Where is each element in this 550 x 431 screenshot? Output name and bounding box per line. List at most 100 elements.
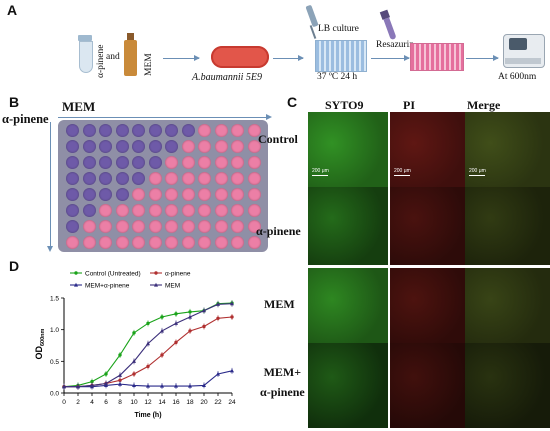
- plate-well: [214, 220, 228, 233]
- plate-well: [165, 124, 178, 137]
- plate-mem-label: MEM: [62, 99, 96, 114]
- series-3: [62, 300, 234, 390]
- x-tick-label: 16: [172, 399, 180, 406]
- data-point: [90, 379, 94, 384]
- plate-well: [148, 204, 162, 217]
- and-label: and: [106, 52, 120, 62]
- data-point: [202, 383, 206, 387]
- plate-well: [165, 140, 178, 153]
- well-plate: [58, 120, 268, 252]
- micrograph-tile: [465, 187, 550, 265]
- plate-well: [148, 140, 162, 153]
- micrograph-tile: [308, 187, 388, 265]
- data-point: [174, 321, 178, 325]
- x-tick-label: 14: [158, 399, 166, 406]
- data-point: [90, 383, 94, 387]
- scale-bar: [312, 175, 328, 176]
- plate-well: [181, 124, 195, 137]
- data-point: [146, 364, 150, 369]
- plate-well: [148, 220, 162, 233]
- x-tick-label: 2: [76, 399, 80, 406]
- plate-well: [214, 236, 228, 249]
- plate-well: [99, 204, 112, 217]
- data-point: [160, 353, 164, 357]
- mic-col-label-0: SYTO9: [325, 98, 364, 112]
- data-point: [132, 372, 136, 376]
- micrograph-tile: [308, 343, 388, 428]
- plate-well: [66, 204, 79, 217]
- x-tick-label: 18: [186, 399, 194, 406]
- x-tick-label: 24: [228, 399, 236, 406]
- plate-well: [198, 156, 211, 169]
- data-point: [118, 378, 122, 383]
- data-point: [230, 368, 234, 373]
- data-point: [188, 314, 192, 319]
- plate-well: [132, 172, 145, 185]
- data-point: [216, 316, 220, 320]
- plate-well: [165, 172, 178, 185]
- micrograph-tile: [390, 268, 470, 346]
- scale-bar-label: 200 μm: [394, 168, 411, 174]
- data-point: [174, 383, 178, 388]
- plate-well: [66, 156, 79, 169]
- plate-well: [66, 140, 79, 153]
- plate-well: [132, 220, 145, 233]
- y-tick-label: 1.0: [50, 327, 59, 334]
- legend-marker: [74, 282, 78, 287]
- data-point: [216, 302, 220, 306]
- data-point: [160, 328, 164, 333]
- legend-marker: [154, 282, 158, 287]
- data-point: [202, 308, 206, 313]
- plate-well: [247, 188, 261, 201]
- data-point: [146, 321, 150, 326]
- data-point: [118, 373, 122, 377]
- plate-well: [99, 172, 112, 185]
- culture-plate-icon: [315, 40, 367, 72]
- scale-bar: [469, 175, 485, 176]
- plate-well: [214, 204, 228, 217]
- mem-label: MEM: [144, 53, 154, 76]
- micrograph-tile: [390, 112, 470, 190]
- plate-well: [99, 236, 112, 249]
- plate-well: [115, 204, 129, 217]
- panel-letter-a: A: [7, 2, 18, 18]
- x-tick-label: 12: [144, 399, 152, 406]
- plate-well: [181, 140, 195, 153]
- plate-well: [82, 188, 96, 201]
- alpha-pinene-label: α-pinene: [96, 44, 106, 78]
- x-tick-label: 0: [62, 399, 66, 406]
- legend-label: α-pinene: [165, 270, 191, 277]
- plate-alpha-pinene-label: α-pinene: [2, 112, 49, 126]
- micrograph-tile: [390, 343, 470, 428]
- plate-well: [214, 124, 228, 137]
- panel-letter-c: C: [287, 94, 298, 110]
- plate-well: [247, 124, 261, 137]
- plate-well: [66, 220, 79, 233]
- y-tick-label: 1.5: [50, 296, 59, 303]
- scale-bar-label: 200 μm: [312, 168, 329, 174]
- bacterium-icon: [211, 46, 269, 68]
- arrow-1: [163, 55, 200, 61]
- micrograph-tile: [465, 343, 550, 428]
- plate-well: [132, 124, 145, 137]
- plate-well: [132, 236, 145, 249]
- plate-well: [82, 220, 96, 233]
- x-tick-label: 4: [90, 399, 94, 406]
- data-point: [76, 384, 80, 389]
- plate-well: [231, 156, 244, 169]
- plate-well: [198, 204, 211, 217]
- plate-well: [198, 236, 211, 249]
- plate-well: [231, 204, 244, 217]
- plate-well: [181, 204, 195, 217]
- data-point: [160, 315, 164, 319]
- resazurin-plate-icon: [410, 43, 464, 71]
- plate-well: [181, 220, 195, 233]
- data-point: [132, 359, 136, 363]
- micrograph-tile: [390, 187, 470, 265]
- micrograph-tile: [308, 112, 388, 190]
- x-axis-label: Time (h): [134, 412, 161, 419]
- lb-culture-label: LB culture: [318, 24, 359, 34]
- plate-well: [231, 124, 244, 137]
- plate-well: [214, 172, 228, 185]
- plate-well: [148, 236, 162, 249]
